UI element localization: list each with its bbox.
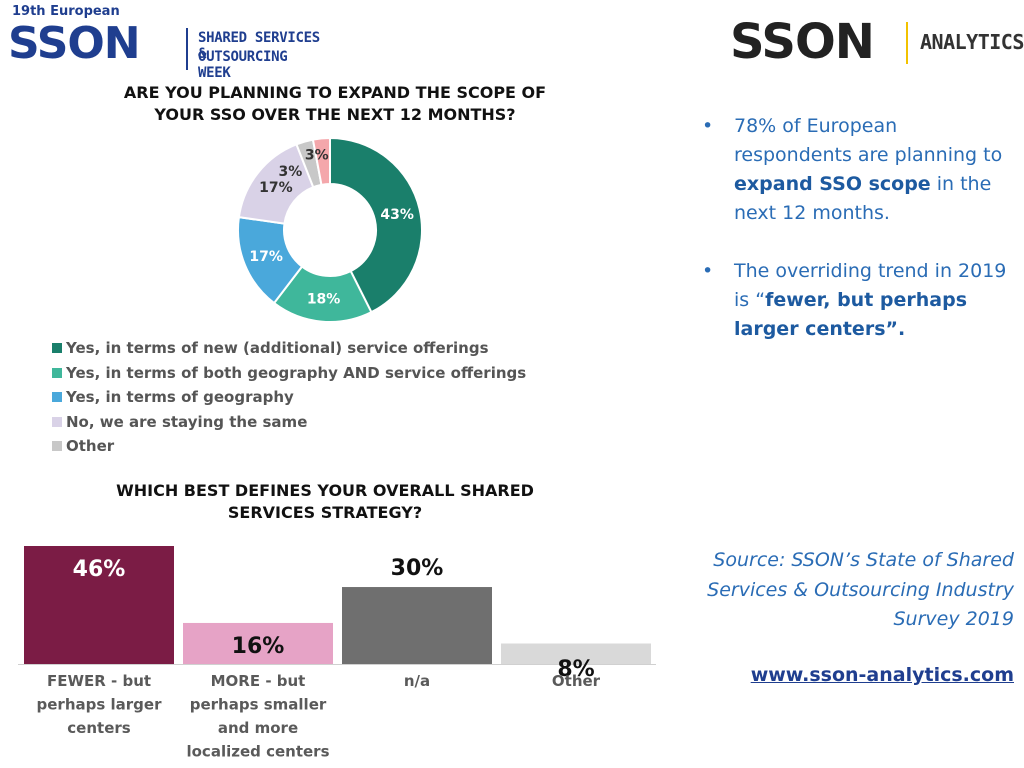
source-note: Source: SSON’s State of Shared Services …	[707, 549, 1014, 630]
bar-category-label: n/a	[404, 672, 430, 690]
finding-bullet-1: • 78% of European respondents are planni…	[700, 112, 1020, 228]
finding-1-text: 78% of European respondents are planning…	[734, 115, 1003, 166]
donut-title-line-2: YOUR SSO OVER THE NEXT 12 MONTHS?	[154, 105, 516, 124]
finding-2-text: The overriding trend in 2019 is “	[734, 260, 1007, 311]
donut-slice	[329, 136, 423, 314]
bar-category-label: MORE - but	[211, 672, 306, 690]
logo-kicker: 19th European	[12, 4, 120, 19]
bar-category-label: FEWER - but	[47, 672, 151, 690]
legend-label: No, we are staying the same	[66, 412, 308, 431]
bar	[24, 546, 174, 664]
bar-category-label: perhaps smaller	[190, 696, 327, 714]
logo-wordmark: SSON	[8, 18, 141, 69]
logo-subline-2: OUTSOURCING WEEK	[198, 49, 288, 81]
bar-category-label: perhaps larger	[37, 696, 163, 714]
donut-title-line-1: ARE YOU PLANNING TO EXPAND THE SCOPE OF	[123, 83, 547, 102]
donut-slice-label: 43%	[380, 207, 414, 223]
logo-divider	[186, 28, 188, 70]
bar	[501, 643, 651, 664]
legend-item: Yes, in terms of both geography AND serv…	[52, 361, 612, 386]
bar-title-line-1: WHICH BEST DEFINES YOUR OVERALL SHARED	[116, 481, 534, 500]
bar-value-label: 16%	[232, 634, 285, 659]
website-link[interactable]: www.sson-analytics.com	[750, 664, 1014, 686]
bar-value-label: 8%	[557, 657, 594, 682]
legend-label: Yes, in terms of new (additional) servic…	[66, 339, 489, 358]
bar	[342, 587, 492, 664]
legend-item: No, we are staying the same	[52, 410, 612, 435]
legend-swatch	[52, 392, 62, 403]
legend-label: Yes, in terms of both geography AND serv…	[66, 363, 527, 382]
finding-bullet-2: • The overriding trend in 2019 is “fewer…	[700, 257, 1020, 344]
bullet-marker: •	[702, 260, 714, 282]
bar-category-label: and more	[218, 719, 298, 737]
donut-slice-label: 17%	[249, 249, 283, 265]
sson-analytics-logo: SSON ANALYTICS	[730, 14, 1024, 70]
donut-slice-label: 3%	[305, 147, 329, 163]
finding-2-bold: fewer, but perhaps larger centers”.	[734, 289, 968, 340]
bar-chart-title: WHICH BEST DEFINES YOUR OVERALL SHARED S…	[70, 480, 580, 524]
finding-1-tail: in the next 12 months.	[734, 173, 992, 224]
legend-label: Yes, in terms of geography	[66, 388, 294, 407]
analytics-logo-wordmark: SSON	[730, 14, 875, 70]
bar-value-label: 46%	[73, 557, 126, 582]
donut-slice	[311, 136, 331, 186]
analytics-logo-divider	[906, 22, 908, 64]
legend-swatch	[52, 416, 62, 427]
legend-label: Other	[66, 437, 115, 456]
bar-category-label: Other	[552, 672, 601, 690]
donut-slice-label: 17%	[259, 180, 293, 196]
bar-category-label: centers	[67, 719, 130, 737]
donut-chart-title: ARE YOU PLANNING TO EXPAND THE SCOPE OF …	[90, 82, 580, 126]
legend-item: Other	[52, 434, 612, 459]
donut-slice-label: 18%	[307, 292, 341, 308]
donut-legend: Yes, in terms of new (additional) servic…	[52, 336, 612, 459]
legend-swatch	[52, 441, 62, 452]
bar-title-line-2: SERVICES STRATEGY?	[227, 503, 423, 522]
legend-item: Yes, in terms of new (additional) servic…	[52, 336, 612, 361]
analytics-logo-tag: ANALYTICS	[920, 30, 1024, 54]
bar	[183, 622, 333, 664]
legend-item: Yes, in terms of geography	[52, 385, 612, 410]
donut-slice-label: 3%	[279, 164, 303, 180]
logo-subline-1: SHARED SERVICES &	[198, 30, 320, 62]
donut-chart: 43%18%17%17%3%3%	[237, 136, 423, 323]
bar-chart: 46% FEWER - but perhaps larger centers 16% MO…	[18, 546, 656, 761]
key-findings: • 78% of European respondents are planni…	[700, 112, 1020, 373]
legend-swatch	[52, 367, 62, 378]
sson-week-logo: 19th European SSON SHARED SERVICES & OUT…	[8, 4, 328, 81]
bar-value-label: 30%	[391, 556, 444, 581]
bullet-marker: •	[702, 115, 714, 137]
finding-1-bold: expand SSO scope	[734, 173, 931, 195]
bar-category-label: localized centers	[186, 743, 329, 761]
legend-swatch	[52, 343, 62, 354]
